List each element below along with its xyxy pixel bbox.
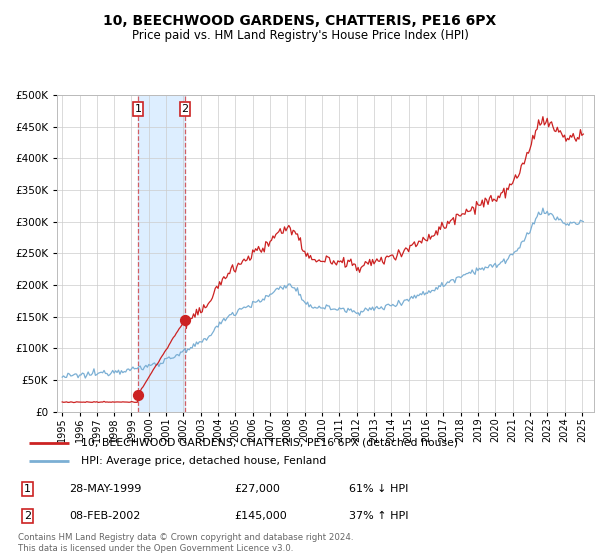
Bar	[138, 95, 185, 412]
Text: 28-MAY-1999: 28-MAY-1999	[70, 484, 142, 494]
Text: 2: 2	[181, 104, 188, 114]
Text: 61% ↓ HPI: 61% ↓ HPI	[349, 484, 408, 494]
Text: 1: 1	[134, 104, 142, 114]
Text: 2: 2	[24, 511, 31, 521]
Text: 1: 1	[24, 484, 31, 494]
Text: 08-FEB-2002: 08-FEB-2002	[70, 511, 140, 521]
Point	[133, 390, 143, 399]
Text: 10, BEECHWOOD GARDENS, CHATTERIS, PE16 6PX (detached house): 10, BEECHWOOD GARDENS, CHATTERIS, PE16 6…	[80, 438, 458, 448]
Text: Price paid vs. HM Land Registry's House Price Index (HPI): Price paid vs. HM Land Registry's House …	[131, 29, 469, 42]
Text: £27,000: £27,000	[235, 484, 280, 494]
Text: £145,000: £145,000	[235, 511, 287, 521]
Text: Contains HM Land Registry data © Crown copyright and database right 2024.
This d: Contains HM Land Registry data © Crown c…	[18, 533, 353, 553]
Text: 10, BEECHWOOD GARDENS, CHATTERIS, PE16 6PX: 10, BEECHWOOD GARDENS, CHATTERIS, PE16 6…	[103, 14, 497, 28]
Text: HPI: Average price, detached house, Fenland: HPI: Average price, detached house, Fenl…	[80, 456, 326, 466]
Point	[180, 315, 190, 324]
Text: 37% ↑ HPI: 37% ↑ HPI	[349, 511, 408, 521]
